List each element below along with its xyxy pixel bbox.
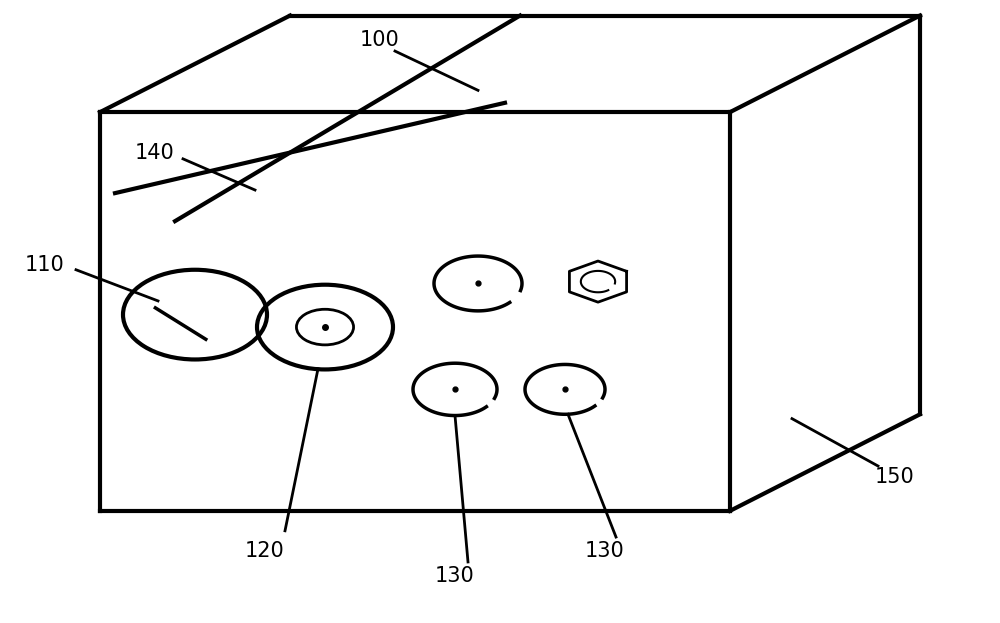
Text: 130: 130 (585, 541, 625, 561)
Text: 120: 120 (245, 541, 285, 561)
Text: 130: 130 (435, 566, 475, 586)
Text: 150: 150 (875, 467, 915, 487)
Text: 140: 140 (135, 143, 175, 163)
Text: 100: 100 (360, 31, 400, 50)
Text: 110: 110 (25, 255, 65, 275)
